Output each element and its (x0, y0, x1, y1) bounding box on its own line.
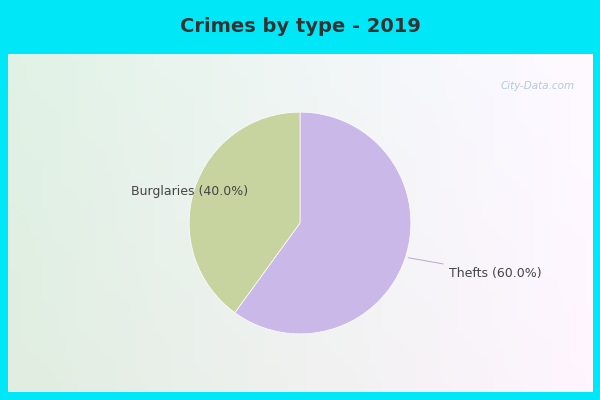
Text: Thefts (60.0%): Thefts (60.0%) (408, 258, 541, 280)
Text: Crimes by type - 2019: Crimes by type - 2019 (179, 16, 421, 36)
Text: City-Data.com: City-Data.com (500, 81, 575, 91)
Wedge shape (189, 112, 300, 313)
Wedge shape (235, 112, 411, 334)
Text: Burglaries (40.0%): Burglaries (40.0%) (131, 186, 248, 198)
